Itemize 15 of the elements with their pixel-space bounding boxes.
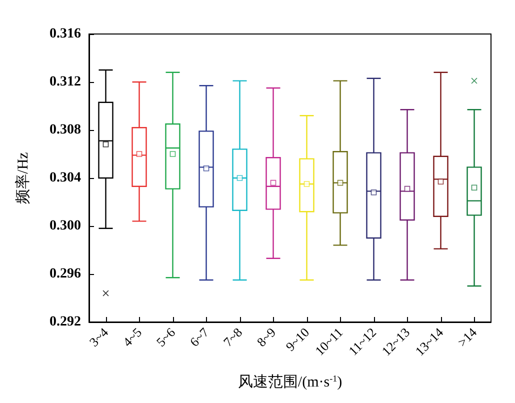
x-tick-label: 5~6 bbox=[153, 324, 178, 350]
x-tick-label: >14 bbox=[454, 324, 480, 350]
x-tick-label: 3~4 bbox=[86, 324, 112, 350]
y-tick-label: 0.300 bbox=[50, 218, 81, 234]
y-tick-label: 0.312 bbox=[50, 74, 81, 90]
y-tick-label: 0.292 bbox=[50, 314, 81, 330]
x-tick-label: 6~7 bbox=[186, 324, 212, 350]
y-tick-label: 0.296 bbox=[50, 266, 81, 282]
y-tick-label: 0.316 bbox=[50, 26, 81, 42]
y-axis-title: 频率/Hz bbox=[14, 152, 32, 204]
x-tick-label: 7~8 bbox=[220, 324, 246, 350]
y-tick-label: 0.304 bbox=[50, 170, 81, 186]
x-tick-label: 8~9 bbox=[254, 324, 279, 350]
y-tick-label: 0.308 bbox=[50, 122, 81, 138]
x-tick-label: 4~5 bbox=[120, 324, 145, 350]
